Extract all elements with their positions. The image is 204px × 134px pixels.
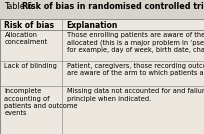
Text: Those enrolling patients are aware of the group
allocated (this is a major probl: Those enrolling patients are aware of th… [67, 32, 204, 53]
Bar [0, 0, 204, 19]
Text: Risk of bias: Risk of bias [4, 21, 54, 30]
Text: Incomplete
accounting of
patients and outcome
events: Incomplete accounting of patients and ou… [4, 88, 78, 116]
Text: Patient, caregivers, those recording outcomes, th
are aware of the arm to which : Patient, caregivers, those recording out… [67, 63, 204, 76]
Text: Lack of blinding: Lack of blinding [4, 63, 57, 69]
Text: Risk of bias in randomised controlled trials: Risk of bias in randomised controlled tr… [22, 2, 204, 11]
Text: Explanation: Explanation [67, 21, 118, 30]
Text: Missing data not accounted for and failure of th
principle when indicated.: Missing data not accounted for and failu… [67, 88, 204, 102]
Text: Allocation
concealment: Allocation concealment [4, 32, 48, 45]
Text: Table 6: Table 6 [4, 2, 33, 11]
